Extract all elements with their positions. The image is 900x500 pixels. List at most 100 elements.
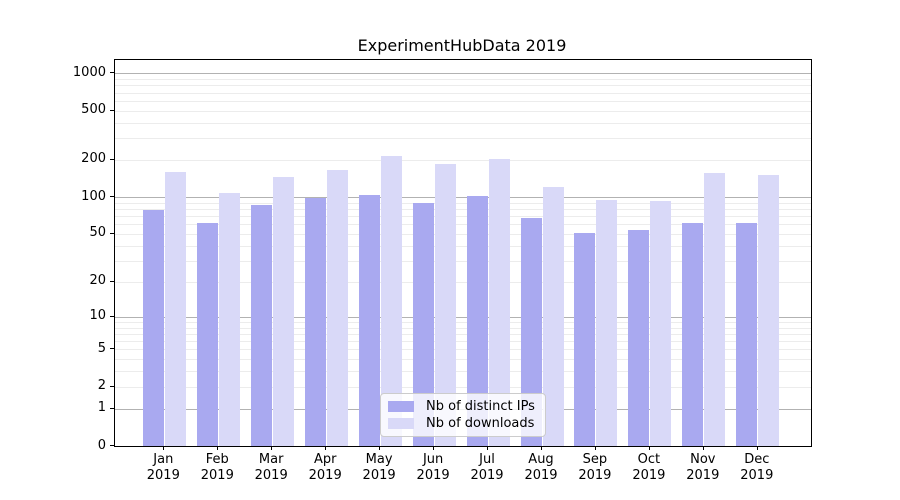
x-tick-label-dec: Dec 2019 (740, 452, 774, 483)
x-tick-label-mar: Mar 2019 (254, 452, 288, 483)
gridline-100 (115, 197, 811, 199)
legend-swatch-distinct-ips (388, 401, 414, 412)
x-tick-mark-dec (756, 446, 758, 450)
legend: Nb of distinct IPs Nb of downloads (380, 393, 546, 437)
bar-distinct-ips-aug (520, 218, 542, 446)
bar-downloads-mar (272, 177, 294, 446)
gridline-2 (115, 386, 811, 388)
y-tick-mark-10 (110, 315, 114, 317)
y-tick-mark-1000 (110, 72, 114, 74)
x-tick-mark-nov (702, 446, 704, 450)
x-tick-label-apr: Apr 2019 (308, 452, 342, 483)
y-tick-mark-1 (110, 407, 114, 409)
x-tick-label-jul: Jul 2019 (470, 452, 504, 483)
x-tick-mark-feb (217, 446, 219, 450)
y-tick-mark-200 (110, 158, 114, 160)
gridline-10 (115, 316, 811, 318)
gridline-20 (115, 281, 811, 283)
y-tick-label-1000: 1000 (72, 64, 106, 80)
chart-title: ExperimentHubData 2019 (357, 36, 567, 55)
x-tick-mark-may (379, 446, 381, 450)
x-tick-label-sep: Sep 2019 (578, 452, 612, 483)
bar-downloads-nov (704, 173, 726, 446)
x-tick-mark-jul (487, 446, 488, 450)
gridline-60 (115, 224, 811, 226)
legend-label-downloads: Nb of downloads (426, 416, 535, 431)
plot-area: Nb of distinct IPs Nb of downloads (114, 59, 812, 447)
bar-downloads-feb (218, 193, 240, 446)
x-tick-label-jun: Jun 2019 (416, 452, 450, 483)
legend-item-distinct-ips: Nb of distinct IPs (388, 399, 537, 414)
bar-downloads-aug (542, 186, 564, 446)
gridline-700 (115, 92, 811, 94)
bar-downloads-oct (650, 200, 672, 446)
gridline-200 (115, 159, 811, 161)
y-tick-label-0: 0 (97, 437, 106, 453)
gridline-900 (115, 79, 811, 80)
legend-label-distinct-ips: Nb of distinct IPs (426, 399, 535, 414)
y-tick-label-1: 1 (97, 400, 106, 416)
bar-distinct-ips-nov (682, 223, 704, 446)
bar-distinct-ips-jun (412, 202, 434, 446)
gridline-70 (115, 216, 811, 218)
bar-distinct-ips-feb (196, 223, 218, 446)
gridline-300 (115, 138, 811, 140)
x-tick-mark-jun (433, 446, 435, 450)
y-tick-label-50: 50 (89, 225, 106, 241)
bar-downloads-dec (758, 175, 780, 446)
gridline-9 (115, 321, 811, 323)
x-tick-label-may: May 2019 (362, 452, 396, 483)
x-tick-mark-aug (541, 446, 542, 450)
y-tick-mark-500 (110, 109, 114, 111)
bar-distinct-ips-jan (142, 209, 164, 446)
x-tick-label-aug: Aug 2019 (524, 452, 558, 483)
x-tick-label-nov: Nov 2019 (686, 452, 720, 483)
gridline-30 (115, 260, 811, 262)
y-tick-mark-2 (110, 385, 114, 387)
gridline-8 (115, 327, 811, 329)
x-tick-mark-apr (325, 446, 327, 450)
y-tick-mark-0 (110, 445, 114, 446)
gridline-400 (115, 122, 811, 124)
y-tick-label-100: 100 (81, 188, 106, 204)
gridline-600 (115, 100, 811, 102)
bar-downloads-jul (488, 158, 510, 446)
bar-distinct-ips-may (358, 195, 380, 446)
y-tick-label-10: 10 (89, 308, 106, 324)
gridline-6 (115, 341, 811, 342)
y-tick-label-500: 500 (81, 102, 106, 118)
gridline-5 (115, 349, 811, 351)
bar-distinct-ips-sep (574, 232, 596, 446)
x-tick-mark-jan (163, 446, 165, 450)
legend-item-downloads: Nb of downloads (388, 416, 537, 431)
y-tick-label-5: 5 (97, 340, 106, 356)
bar-downloads-may (380, 156, 402, 446)
gridline-3 (115, 371, 811, 373)
bar-downloads-apr (326, 169, 348, 446)
x-tick-label-feb: Feb 2019 (200, 452, 234, 483)
legend-swatch-downloads (388, 418, 414, 429)
y-tick-label-200: 200 (81, 151, 106, 167)
x-tick-mark-oct (648, 446, 650, 450)
gridline-80 (115, 209, 811, 210)
gridline-500 (115, 110, 811, 112)
x-tick-label-oct: Oct 2019 (632, 452, 666, 483)
bar-downloads-jun (434, 164, 456, 446)
bar-distinct-ips-dec (736, 222, 758, 446)
bar-distinct-ips-jul (466, 196, 488, 446)
bar-distinct-ips-mar (250, 205, 272, 446)
gridline-800 (115, 85, 811, 87)
x-tick-label-jan: Jan 2019 (146, 452, 180, 483)
y-tick-label-2: 2 (97, 378, 106, 394)
gridline-7 (115, 333, 811, 335)
bar-downloads-jan (164, 171, 186, 446)
y-tick-mark-5 (110, 348, 114, 350)
y-tick-label-20: 20 (89, 273, 106, 289)
y-tick-mark-100 (110, 196, 114, 198)
x-tick-mark-mar (271, 446, 273, 450)
y-tick-mark-20 (110, 280, 114, 282)
y-tick-mark-50 (110, 232, 114, 234)
gridline-50 (115, 233, 811, 235)
x-tick-mark-sep (594, 446, 596, 450)
